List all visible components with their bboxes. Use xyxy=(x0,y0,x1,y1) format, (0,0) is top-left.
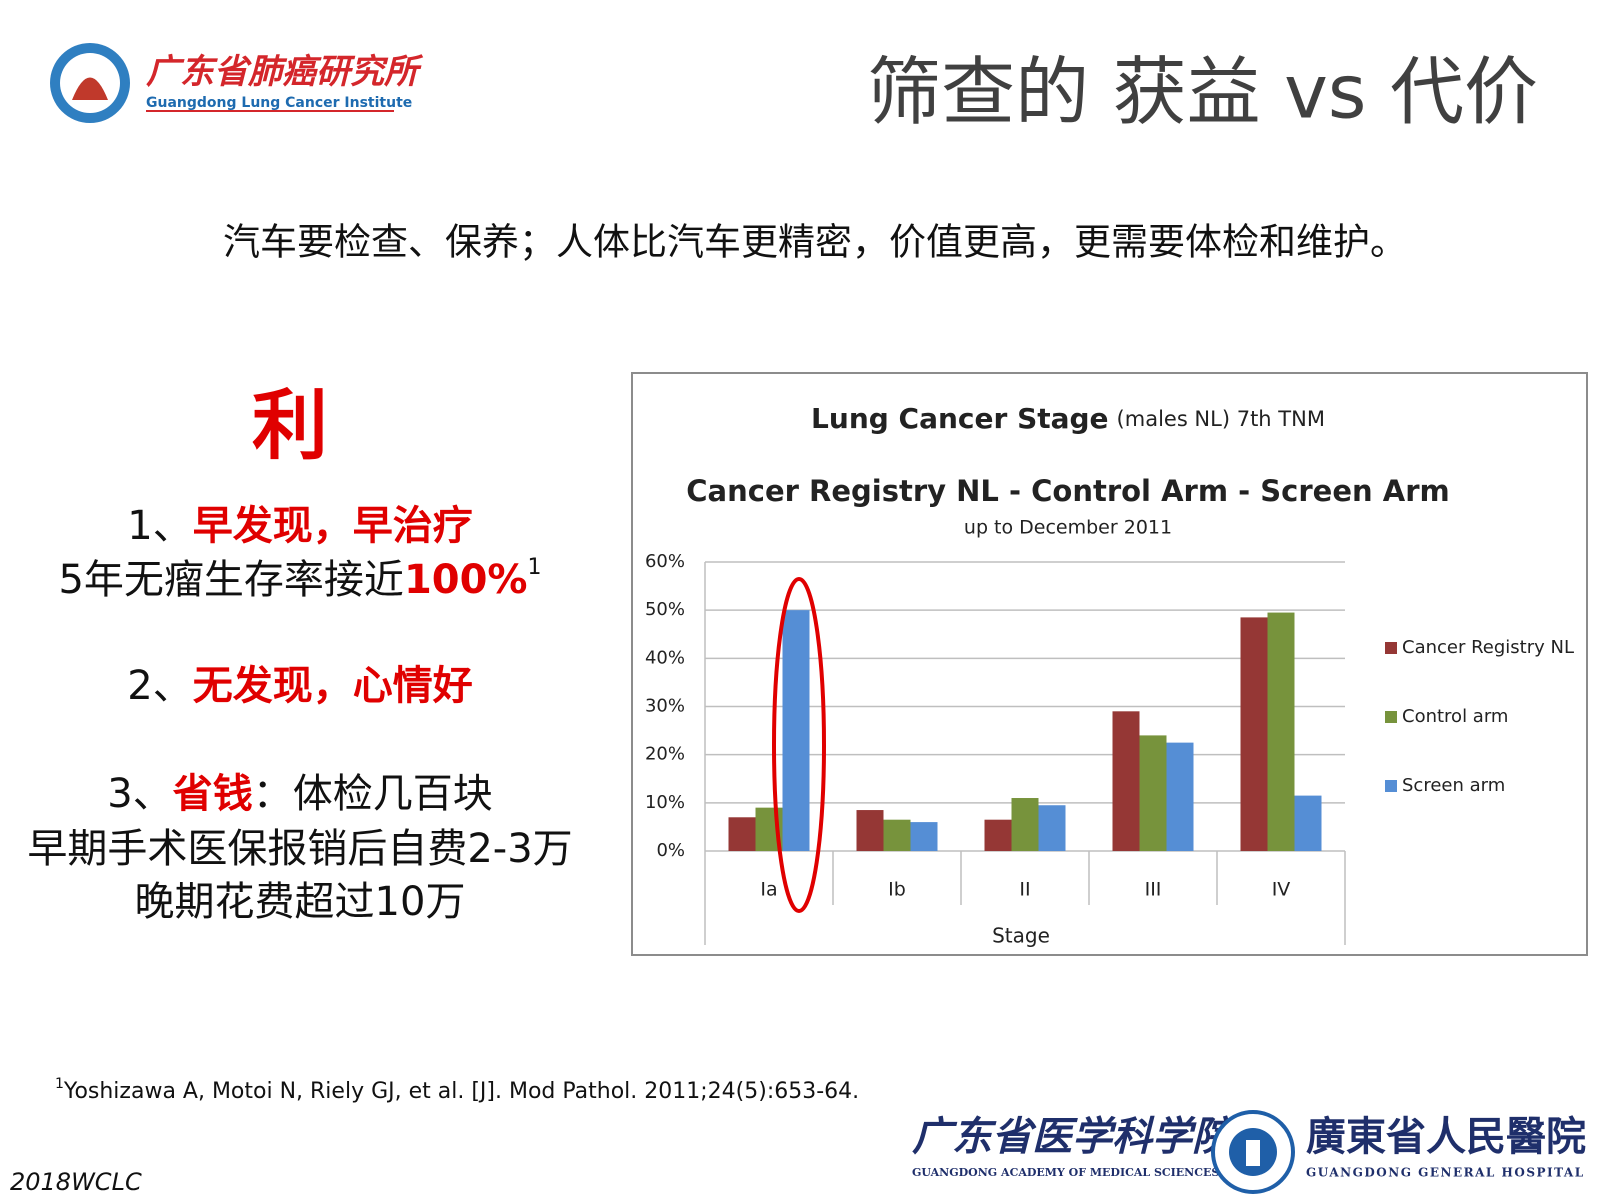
logo-cn: 广东省肺癌研究所 xyxy=(146,52,424,92)
bar xyxy=(1166,742,1194,851)
y-tick-label: 60% xyxy=(645,551,685,572)
y-tick-label: 30% xyxy=(645,696,685,717)
bar xyxy=(984,819,1012,851)
chart-caption: up to December 2011 xyxy=(964,517,1172,539)
bar xyxy=(1038,805,1066,851)
item-detail: 晚期花费超过10万 xyxy=(135,879,466,925)
hospital-cn: 廣東省人民醫院 xyxy=(1306,1113,1586,1160)
plot: 0%10%20%30%40%50%60%Ia Ib II III IVStageCanc… xyxy=(645,551,1574,948)
highlight-ellipse xyxy=(772,577,826,913)
legend-swatch xyxy=(1385,711,1397,723)
item-number: 2、 xyxy=(127,663,192,709)
logo-lungs xyxy=(72,77,108,100)
x-tick-label: II xyxy=(1019,879,1030,901)
academy-cn: 广东省医学科学院 xyxy=(912,1113,1238,1160)
x-axis-title: Stage xyxy=(992,924,1050,948)
y-tick-label: 0% xyxy=(656,840,685,861)
y-tick-label: 40% xyxy=(645,647,685,668)
chart-subtitle: Cancer Registry NL - Control Arm - Scree… xyxy=(686,474,1449,508)
footnote-ref: 1 xyxy=(55,1076,64,1092)
bar xyxy=(856,810,884,851)
item-highlight: 100% xyxy=(404,557,528,603)
item-number: 3、 xyxy=(107,771,172,817)
benefit-line: 2、无发现，心情好 xyxy=(127,663,472,709)
footnote: 1Yoshizawa A, Motoi N, Riely GJ, et al. … xyxy=(55,1076,859,1104)
legend-swatch xyxy=(1385,780,1397,792)
bar xyxy=(1011,798,1039,851)
academy-en: GUANGDONG ACADEMY OF MEDICAL SCIENCES xyxy=(912,1166,1219,1179)
x-tick-label: Ib xyxy=(888,879,906,901)
institute-logo: 广东省肺癌研究所 Guangdong Lung Cancer Institute xyxy=(50,43,424,123)
hospital-en: GUANGDONG GENERAL HOSPITAL xyxy=(1306,1166,1585,1180)
bar xyxy=(883,819,911,851)
x-tick-label: Ia xyxy=(760,879,777,901)
x-tick-label: IV xyxy=(1272,879,1291,901)
item-point: 早发现，早治疗 xyxy=(193,503,473,549)
legend-label: Control arm xyxy=(1402,706,1508,727)
item-point-rest: ：体检几百块 xyxy=(253,771,493,817)
note-ref: 1 xyxy=(528,555,542,580)
x-tick-label: III xyxy=(1145,879,1162,901)
hospital-logo xyxy=(1211,1110,1295,1194)
bar xyxy=(1240,617,1268,851)
footnote-text: Yoshizawa A, Motoi N, Riely GJ, et al. [… xyxy=(63,1079,859,1104)
bar xyxy=(910,822,938,851)
y-tick-label: 20% xyxy=(645,744,685,765)
slide-title: 筛查的 获益 vs 代价 xyxy=(867,50,1538,136)
chart-title-note: (males NL) 7th TNM xyxy=(1117,407,1325,431)
benefit-line: 1、早发现，早治疗 xyxy=(127,503,472,549)
item-point: 省钱 xyxy=(173,771,253,817)
logo-en: Guangdong Lung Cancer Institute xyxy=(146,95,412,111)
benefit-line: 5年无瘤生存率接近100%1 xyxy=(58,555,541,603)
bar xyxy=(1267,612,1295,851)
legend-label: Screen arm xyxy=(1402,775,1505,796)
y-tick-label: 10% xyxy=(645,792,685,813)
item-number: 1、 xyxy=(127,503,192,549)
bar xyxy=(782,610,810,851)
benefit-heading: 利 xyxy=(252,381,328,470)
bar xyxy=(728,817,756,851)
chart-title: Lung Cancer Stage xyxy=(811,402,1109,435)
benefit-line: 3、省钱：体检几百块 xyxy=(107,771,492,817)
chart-title-line: Lung Cancer Stage (males NL) 7th TNM xyxy=(811,402,1325,435)
bar xyxy=(1112,711,1140,851)
y-tick-label: 50% xyxy=(645,599,685,620)
item-detail: 早期手术医保报销后自费2-3万 xyxy=(27,826,572,872)
legend-label: Cancer Registry NL xyxy=(1402,637,1574,658)
bar xyxy=(1139,735,1167,851)
intro-text: 汽车要检查、保养；人体比汽车更精密，价值更高，更需要体检和维护。 xyxy=(223,221,1407,264)
legend-swatch xyxy=(1385,642,1397,654)
event-label: 2018WCLC xyxy=(10,1168,142,1196)
seal-mark xyxy=(1246,1140,1260,1166)
item-detail: 5年无瘤生存率接近 xyxy=(58,557,403,603)
item-point: 无发现，心情好 xyxy=(193,663,473,709)
bar xyxy=(1294,795,1322,851)
